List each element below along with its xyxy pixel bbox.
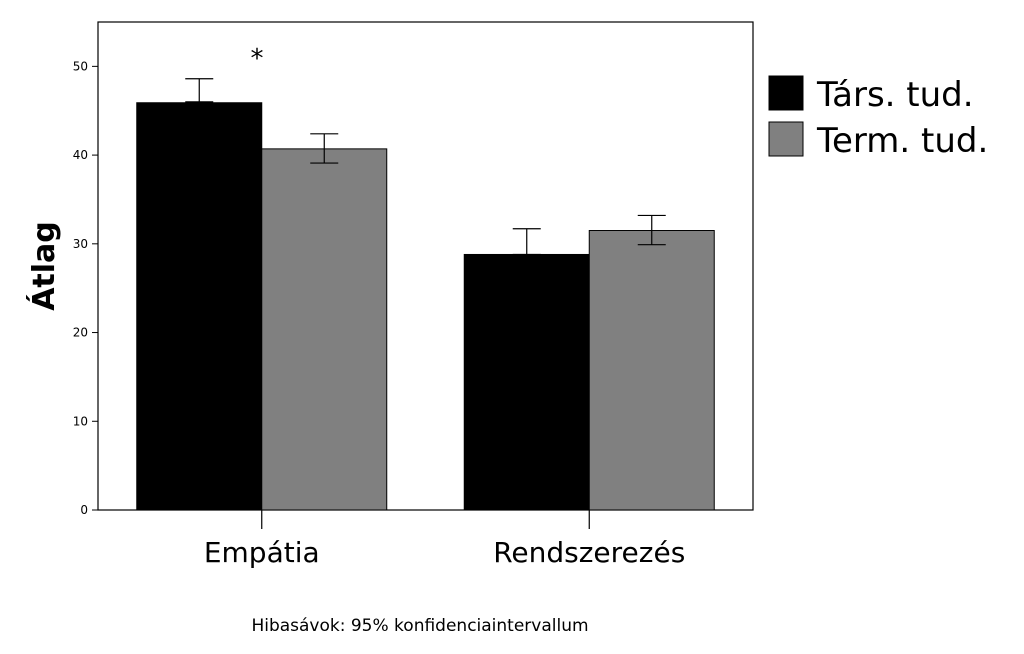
bar <box>261 148 388 511</box>
significance-star: * <box>251 44 264 74</box>
bars-layer <box>136 102 715 511</box>
y-tick-label: 20 <box>73 326 88 340</box>
y-tick-label: 10 <box>73 414 88 428</box>
y-tick-label: 40 <box>73 148 88 162</box>
legend-label: Term. tud. <box>816 121 988 161</box>
x-tick-label: Empátia <box>204 536 320 569</box>
x-tick-label: Rendszerezés <box>493 536 685 569</box>
legend-swatch <box>768 121 804 157</box>
bar <box>463 253 590 511</box>
legend: Társ. tud. Term. tud. <box>768 75 988 161</box>
footnote: Hibasávok: 95% konfidenciaintervallum <box>251 616 588 636</box>
bar <box>136 102 263 511</box>
y-axis-label: Átlag <box>26 221 62 311</box>
error-bars-layer <box>185 78 666 256</box>
y-tick-label: 0 <box>80 503 88 517</box>
y-tick-label: 30 <box>73 237 88 251</box>
bar <box>588 230 715 511</box>
y-tick-label: 50 <box>73 59 88 73</box>
legend-label: Társ. tud. <box>816 75 974 115</box>
plot-frame <box>97 21 754 511</box>
legend-swatch <box>768 75 804 111</box>
x-axis: Empátia Rendszerezés <box>204 510 685 569</box>
y-axis: 0 10 20 30 40 50 <box>73 59 98 517</box>
